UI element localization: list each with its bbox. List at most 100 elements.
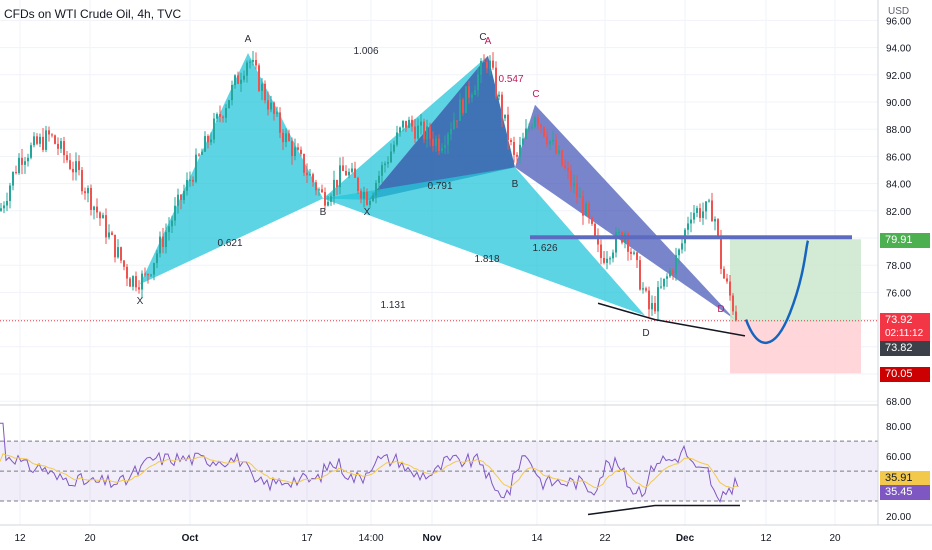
candle-body xyxy=(216,114,218,119)
candle-body xyxy=(306,172,308,176)
pattern-label: 1.626 xyxy=(532,243,557,254)
candle-body xyxy=(267,100,269,110)
candle-body xyxy=(183,190,185,200)
candle-body xyxy=(453,120,455,130)
annotations xyxy=(0,235,878,344)
candle-body xyxy=(660,286,662,288)
candle-body xyxy=(102,215,104,219)
candle-body xyxy=(255,59,257,66)
candle-body xyxy=(585,203,587,216)
candle-body xyxy=(246,62,248,76)
x-tick-label: 20 xyxy=(84,533,96,544)
candle-body xyxy=(204,136,206,152)
candle-body xyxy=(3,205,5,209)
candle-body xyxy=(507,114,509,141)
projection-path[interactable] xyxy=(744,240,810,344)
candle-body xyxy=(699,208,701,218)
resistance-level[interactable] xyxy=(530,235,852,240)
candle-body xyxy=(123,260,125,267)
candle-body xyxy=(405,120,407,128)
candle-body xyxy=(681,243,683,250)
candle-body xyxy=(375,182,377,196)
divergence-line-price-2[interactable] xyxy=(654,318,746,337)
candle-body xyxy=(12,172,14,186)
candle-body xyxy=(654,302,656,312)
candle-body xyxy=(171,220,173,227)
rsi-line xyxy=(0,422,739,504)
y-tick-label: 96.00 xyxy=(886,16,911,27)
candle-body xyxy=(525,128,527,139)
candle-body xyxy=(600,244,602,258)
candle-body xyxy=(669,270,671,277)
candle-body xyxy=(42,136,44,150)
candle-body xyxy=(468,86,470,98)
target-zone[interactable] xyxy=(730,239,861,323)
candle-body xyxy=(555,139,557,154)
rsi-y-tick-label: 80.00 xyxy=(886,422,911,433)
pattern-label: 0.791 xyxy=(427,181,452,192)
candle-body xyxy=(378,175,380,183)
candle-body xyxy=(390,151,392,163)
candle-body xyxy=(252,59,254,62)
candle-body xyxy=(588,203,590,218)
candle-body xyxy=(438,138,440,152)
candle-body xyxy=(78,161,80,171)
candle-body xyxy=(414,126,416,139)
candle-body xyxy=(189,179,191,181)
candle-body xyxy=(522,138,524,145)
candle-body xyxy=(90,187,92,210)
candle-body xyxy=(702,211,704,218)
y-tick-label: 82.00 xyxy=(886,207,911,218)
candle-body xyxy=(666,276,668,279)
candle-body xyxy=(279,112,281,133)
candle-body xyxy=(465,86,467,113)
candle-body xyxy=(510,140,512,143)
candle-body xyxy=(651,302,653,310)
candle-body xyxy=(546,136,548,145)
candle-body xyxy=(393,144,395,152)
candle-body xyxy=(291,141,293,156)
pattern-bcd xyxy=(323,167,645,316)
candle-body xyxy=(642,288,644,290)
candle-body xyxy=(354,168,356,178)
candle-body xyxy=(426,126,428,140)
candle-body xyxy=(675,255,677,274)
candle-body xyxy=(567,168,569,171)
candle-body xyxy=(690,219,692,224)
candle-body xyxy=(711,200,713,222)
candle-body xyxy=(264,83,266,101)
candle-body xyxy=(366,191,368,205)
candle-body xyxy=(57,143,59,149)
candle-body xyxy=(120,247,122,261)
candle-body xyxy=(498,94,500,97)
pattern-label: X xyxy=(137,296,144,307)
candle-body xyxy=(282,132,284,143)
candle-body xyxy=(318,189,320,191)
candle-body xyxy=(48,130,50,135)
divergence-line-price[interactable] xyxy=(597,302,656,321)
candle-body xyxy=(618,231,620,233)
divergence-line-rsi[interactable] xyxy=(587,504,656,516)
candle-body xyxy=(477,74,479,91)
entry-price-tag: 73.82 xyxy=(880,341,930,356)
candle-body xyxy=(687,223,689,230)
candle-body xyxy=(111,232,113,235)
candle-body xyxy=(132,276,134,287)
candle-body xyxy=(441,148,443,152)
candle-body xyxy=(474,90,476,95)
time-axis[interactable]: 12 20 Oct 17 14:00 Nov 14 22 Dec 12 20 xyxy=(0,524,932,544)
candle-body xyxy=(174,205,176,221)
candle-body xyxy=(201,151,203,155)
candle-body xyxy=(381,165,383,176)
candle-body xyxy=(15,172,17,174)
candle-body xyxy=(300,149,302,154)
candle-body xyxy=(99,212,101,219)
candle-body xyxy=(420,121,422,126)
candle-body xyxy=(372,195,374,201)
x-tick-label: 17 xyxy=(301,533,313,544)
candle-body xyxy=(462,99,464,113)
candle-body xyxy=(153,263,155,275)
candle-body xyxy=(315,182,317,191)
candle-body xyxy=(696,208,698,213)
